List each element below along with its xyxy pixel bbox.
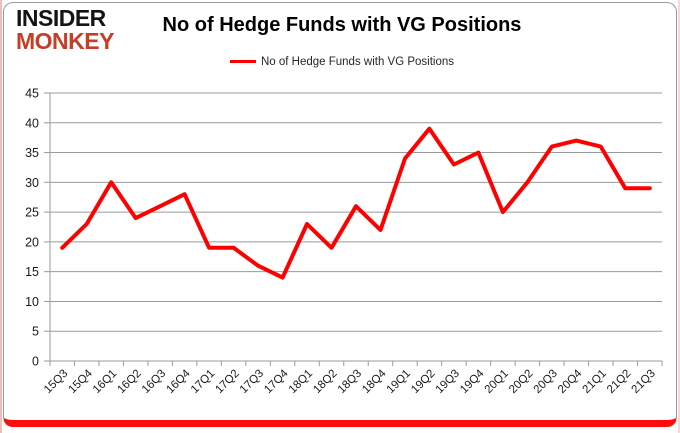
insider-monkey-logo: INSIDER MONKEY	[16, 7, 114, 52]
logo-word-monkey: MONKEY	[16, 27, 114, 54]
x-axis-label: 18Q4	[360, 367, 389, 396]
x-axis-label: 19Q4	[458, 367, 487, 396]
x-axis-label: 19Q2	[409, 368, 437, 396]
x-axis-label: 17Q4	[262, 367, 291, 396]
x-axis-label: 20Q2	[507, 368, 535, 396]
x-axis-label: 18Q2	[311, 368, 339, 396]
chart-card	[3, 2, 677, 427]
x-axis-label: 16Q3	[140, 368, 168, 396]
legend: No of Hedge Funds with VG Positions	[2, 56, 678, 68]
x-axis-label: 15Q4	[66, 367, 95, 396]
y-axis-label: 20	[25, 235, 39, 249]
x-axis-label: 18Q3	[336, 368, 364, 396]
x-axis-label: 16Q1	[91, 368, 119, 396]
y-axis-label: 10	[25, 295, 39, 309]
y-axis-label: 30	[25, 176, 39, 190]
y-axis-label: 5	[32, 325, 39, 339]
y-axis-label: 15	[25, 265, 39, 279]
x-axis-label: 21Q3	[629, 368, 657, 396]
logo-word-insider: INSIDER	[16, 5, 106, 31]
x-axis-label: 20Q1	[483, 368, 511, 396]
x-axis-label: 16Q2	[115, 368, 143, 396]
x-axis-label: 17Q1	[189, 368, 217, 396]
y-axis-label: 45	[25, 87, 39, 101]
x-axis-label: 20Q4	[556, 367, 585, 396]
x-axis-label: 21Q1	[581, 368, 609, 396]
x-axis-label: 21Q2	[605, 368, 633, 396]
legend-label: No of Hedge Funds with VG Positions	[260, 56, 455, 68]
x-axis-label: 18Q1	[287, 368, 315, 396]
x-axis-label: 17Q3	[238, 368, 266, 396]
series-line	[60, 126, 652, 280]
y-axis-label: 40	[25, 116, 39, 130]
x-axis-label: 15Q3	[42, 368, 70, 396]
x-axis-label: 17Q2	[213, 368, 241, 396]
x-axis-label: 19Q3	[434, 368, 462, 396]
page-title: No of Hedge Funds with VG Positions	[162, 14, 522, 36]
legend-line-swatch-icon	[229, 59, 256, 63]
y-axis-label: 35	[25, 146, 39, 160]
x-axis-label: 19Q1	[385, 368, 413, 396]
x-axis-label: 16Q4	[164, 367, 193, 396]
y-axis-label: 0	[32, 355, 39, 369]
x-axis-label: 20Q3	[532, 368, 560, 396]
y-axis-label: 25	[25, 206, 39, 220]
